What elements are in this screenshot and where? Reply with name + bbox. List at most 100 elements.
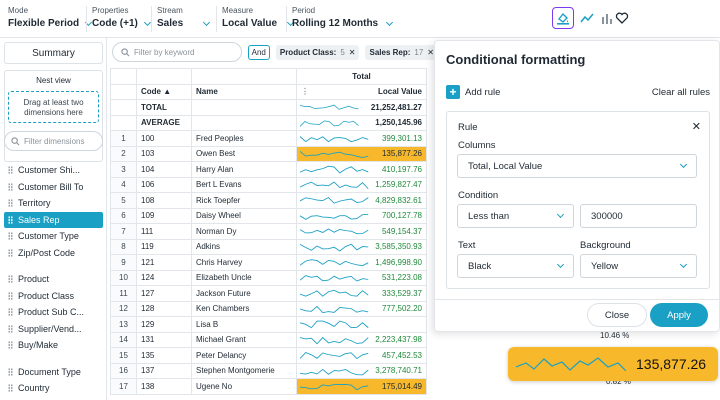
row-number: 17 [110, 378, 137, 395]
row-number: 10 [110, 269, 137, 286]
column-header-local-value[interactable]: ⋮ Local Value [296, 83, 427, 100]
code-cell: 135 [136, 347, 192, 364]
drag-handle-icon[interactable] [8, 384, 13, 393]
close-icon[interactable]: ✕ [348, 47, 356, 57]
text-color-select[interactable]: Black [457, 254, 574, 278]
table-row[interactable]: 11 127 Jackson Future 333,529.37 [110, 285, 427, 302]
close-icon[interactable]: ✕ [427, 47, 434, 57]
table-row[interactable]: 5 108 Rick Toepfer 4,829,832.61 [110, 192, 427, 209]
columns-select[interactable]: Total, Local Value [457, 154, 697, 178]
table-row[interactable]: 4 106 Bert L Evans 1,259,827.47 [110, 176, 427, 193]
dimension-item[interactable]: Product Sub C... [4, 304, 103, 321]
drag-handle-icon[interactable] [8, 166, 13, 175]
local-value-cell: 531,223.08 [296, 269, 427, 286]
sparkline [300, 213, 369, 220]
dimension-item[interactable]: Customer Bill To [4, 179, 103, 196]
dimension-item[interactable]: Country [4, 380, 103, 397]
row-number: 12 [110, 300, 137, 317]
row-number: 2 [110, 145, 137, 162]
drag-handle-icon[interactable] [8, 275, 13, 284]
properties-selector[interactable]: Properties Code (+1) [92, 6, 151, 34]
dimension-item[interactable]: Document Type [4, 364, 103, 381]
apply-button[interactable]: Apply [650, 303, 708, 327]
drag-handle-icon[interactable] [8, 308, 13, 317]
column-header-name[interactable]: Name [191, 83, 297, 100]
column-header-total[interactable]: Total [296, 68, 427, 85]
close-button[interactable]: Close [587, 303, 647, 327]
drag-handle-icon[interactable] [8, 248, 13, 257]
table-row[interactable]: 9 121 Chris Harvey 1,496,998.90 [110, 254, 427, 271]
table-row[interactable]: 2 103 Owen Best 135,877.26 [110, 145, 427, 162]
properties-label: Properties [92, 6, 129, 15]
and-toggle[interactable]: And [247, 44, 270, 60]
dimension-item[interactable]: Supplier/Vend... [4, 321, 103, 338]
filter-chip-product-class[interactable]: Product Class: 5 ✕ [275, 44, 360, 60]
total-value: 21,252,481.27 [296, 99, 427, 116]
table-row[interactable]: 17 138 Ugene No 175,014.49 [110, 378, 427, 395]
conditional-format-icon[interactable] [552, 7, 574, 29]
add-rule-button[interactable]: + Add rule [446, 85, 500, 99]
table-row[interactable]: 15 135 Peter Delancy 457,452.53 [110, 347, 427, 364]
chevron-down-icon [143, 18, 151, 26]
keyword-filter-input[interactable]: Filter by keyword [112, 42, 242, 62]
drag-handle-icon[interactable] [8, 367, 13, 376]
summary-button[interactable]: Summary [4, 42, 103, 64]
line-chart-icon[interactable] [576, 7, 598, 29]
name-cell: Owen Best [191, 145, 297, 162]
sort-ascending-icon: ▲ [163, 87, 172, 97]
local-value-cell: 175,014.49 [296, 378, 427, 395]
table-row[interactable]: 6 109 Daisy Wheel 700,127.78 [110, 207, 427, 224]
bar-chart-icon[interactable] [596, 7, 618, 29]
drag-handle-icon[interactable] [8, 182, 13, 191]
drag-handle-icon[interactable] [8, 341, 13, 350]
drag-handle-icon[interactable] [8, 324, 13, 333]
dimension-item[interactable]: Buy/Make [4, 337, 103, 354]
dimension-item[interactable]: Product [4, 271, 103, 288]
nest-drop-zone[interactable]: Drag at least two dimensions here [8, 91, 99, 123]
code-cell: 108 [136, 192, 192, 209]
more-options-icon[interactable]: ⋮ [301, 87, 309, 97]
dimension-item[interactable]: Territory [4, 195, 103, 212]
drag-handle-icon[interactable] [8, 199, 13, 208]
clear-all-rules-button[interactable]: Clear all rules [651, 87, 710, 98]
chip-count: 5 [340, 47, 345, 57]
table-row[interactable]: 7 111 Norman Dy 549,154.37 [110, 223, 427, 240]
table-row[interactable]: 16 137 Stephen Montgomerie 3,278,740.71 [110, 362, 427, 379]
sparkline [300, 336, 369, 344]
table-row[interactable]: 1 100 Fred Peoples 399,301.13 [110, 130, 427, 147]
drag-handle-icon[interactable] [8, 232, 13, 241]
table-row[interactable]: 8 119 Adkins 3,585,350.93 [110, 238, 427, 255]
heart-icon[interactable] [611, 7, 633, 29]
column-header-code[interactable]: Code ▲ [136, 83, 192, 100]
table-row[interactable]: 14 131 Michael Grant 2,223,437.98 [110, 331, 427, 348]
drag-handle-icon[interactable] [8, 291, 13, 300]
table-row[interactable]: 3 104 Harry Alan 410,197.76 [110, 161, 427, 178]
period-selector[interactable]: Period Rolling 12 Months [292, 6, 394, 34]
measure-selector[interactable]: Measure Local Value [222, 6, 295, 34]
dimension-item[interactable]: Sales Rep [4, 211, 103, 228]
dimension-item[interactable]: Zip/Post Code [4, 245, 103, 262]
filter-dimensions-input[interactable]: Filter dimensions [4, 131, 103, 151]
stream-selector[interactable]: Stream Sales [157, 6, 211, 34]
dimension-item[interactable]: Product Class [4, 288, 103, 305]
mode-selector[interactable]: Mode Flexible Period [8, 6, 93, 34]
code-cell: 104 [136, 161, 192, 178]
filter-chip-sales-rep[interactable]: Sales Rep: 17 ✕ [365, 44, 438, 60]
condition-operator-select[interactable]: Less than [457, 204, 574, 228]
close-icon[interactable]: ✕ [691, 121, 701, 133]
local-value-cell: 700,127.78 [296, 207, 427, 224]
dimension-gap [4, 261, 103, 271]
table-row[interactable]: 13 129 Lisa B [110, 316, 427, 333]
condition-value-input[interactable]: 300000 [580, 204, 697, 228]
table-row[interactable]: 12 128 Ken Chambers 777,502.20 [110, 300, 427, 317]
name-cell: Daisy Wheel [191, 207, 297, 224]
background-color-select[interactable]: Yellow [580, 254, 697, 278]
local-value-cell [296, 316, 427, 333]
table-row[interactable]: 10 124 Elizabeth Uncle 531,223.08 [110, 269, 427, 286]
sparkline [300, 104, 359, 110]
dimension-item[interactable]: Customer Type [4, 228, 103, 245]
drag-handle-icon[interactable] [8, 215, 13, 224]
dimension-item[interactable]: Customer Shi... [4, 162, 103, 179]
code-cell: 129 [136, 316, 192, 333]
local-value-cell: 777,502.20 [296, 300, 427, 317]
